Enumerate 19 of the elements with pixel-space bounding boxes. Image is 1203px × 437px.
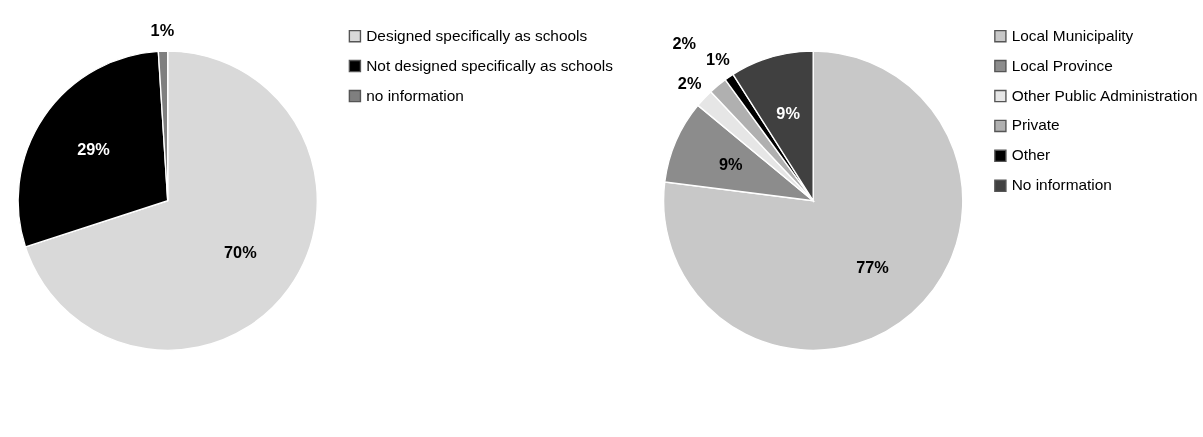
legend-label: Local Province (1011, 56, 1113, 74)
data-label: 29% (77, 139, 111, 158)
data-label: 77% (856, 257, 890, 276)
legend-label: Other Public Administration (1011, 86, 1198, 104)
data-label: 9% (719, 154, 744, 173)
legend-label: Private (1011, 116, 1060, 134)
legend-label: Other (1011, 146, 1051, 164)
legend-label: Local Municipality (1011, 26, 1134, 44)
data-label: 70% (224, 243, 258, 262)
data-label: 1% (706, 50, 731, 69)
pie-slice (662, 50, 964, 351)
data-label: 2% (677, 74, 702, 93)
legend-label: no information (366, 86, 464, 104)
data-label: 9% (776, 104, 801, 123)
legend-label: Designed specifically as schools (366, 26, 588, 44)
legend-label: Not designed specifically as schools (366, 56, 614, 74)
data-label: 1% (150, 20, 175, 39)
data-label: 2% (672, 34, 697, 53)
legend-label: No information (1011, 176, 1112, 194)
